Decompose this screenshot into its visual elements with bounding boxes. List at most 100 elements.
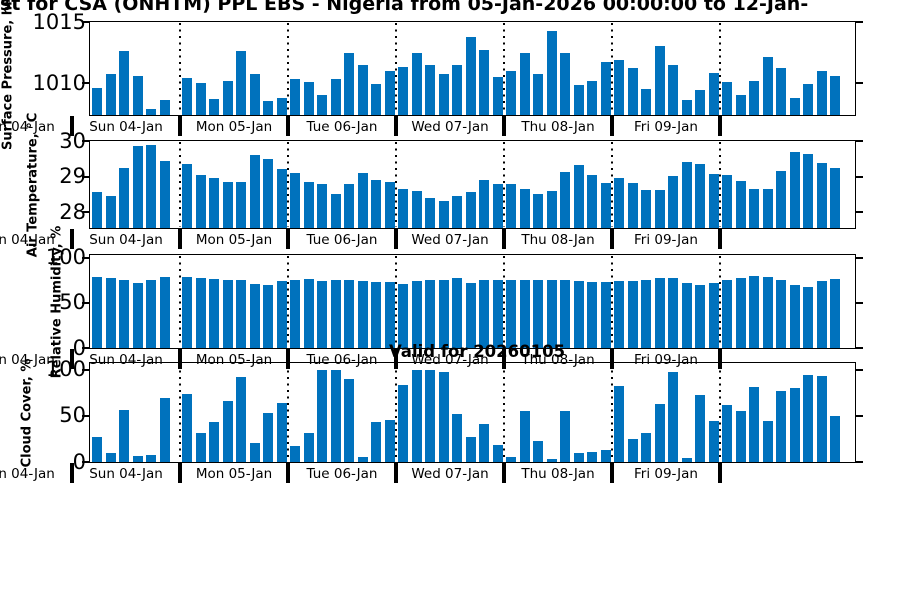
bar (654, 404, 665, 462)
day-gridline (503, 23, 505, 114)
y-tick-mark (82, 256, 90, 259)
y-tick-mark (82, 82, 90, 85)
y-tick-label: 1015 (32, 9, 86, 34)
day-gridline (287, 142, 289, 227)
bar (749, 275, 759, 348)
day-gridline (611, 364, 613, 461)
bar (263, 101, 273, 115)
x-tick-label: Tue 06-Jan (306, 119, 378, 135)
bar (236, 51, 246, 115)
bar (627, 281, 638, 348)
day-gridline (395, 364, 397, 461)
bar (209, 278, 219, 348)
bar (105, 196, 116, 228)
x-tick-label: Thu 08-Jan (521, 466, 595, 482)
bar (587, 175, 597, 228)
x-tick-label: Sun 04-Jan (0, 352, 55, 368)
bar (425, 280, 435, 348)
y-tick-mark (855, 347, 863, 349)
bar (600, 62, 611, 115)
bar (411, 281, 422, 348)
x-tick-label: Mon 05-Jan (195, 232, 273, 248)
bar (452, 414, 462, 462)
day-gridline (287, 256, 289, 347)
bar (492, 183, 503, 228)
bar (344, 379, 354, 462)
bar (398, 188, 408, 228)
bar (146, 144, 156, 228)
y-tick-mark (855, 461, 863, 463)
bar (465, 36, 476, 115)
y-tick-label: 100 (45, 357, 86, 382)
bar (92, 87, 102, 115)
bar (290, 279, 300, 348)
bar (587, 451, 597, 462)
bar (317, 281, 327, 348)
bar (641, 89, 651, 115)
bar (452, 64, 462, 115)
x-tick-label: Sun 04-Jan (89, 466, 163, 482)
x-tick-label: Sun 04-Jan (0, 119, 55, 135)
bar (465, 437, 476, 462)
bar (681, 283, 692, 348)
bar (317, 183, 327, 228)
bar (371, 180, 381, 228)
y-tick-mark (855, 140, 863, 142)
bar (762, 188, 773, 228)
plot-area (88, 139, 856, 229)
x-tick-label: Tue 06-Jan (306, 232, 378, 248)
bar (222, 279, 233, 348)
bar (560, 172, 570, 228)
bar (438, 279, 449, 348)
day-gridline (611, 142, 613, 227)
bar (357, 457, 368, 462)
bar (479, 50, 489, 115)
x-tick-label: Tue 06-Jan (306, 466, 378, 482)
bar (695, 164, 705, 228)
y-tick-mark (855, 21, 863, 23)
bar (492, 279, 503, 348)
x-tick-label: Wed 07-Jan (411, 232, 489, 248)
bar (195, 83, 206, 115)
bar (195, 174, 206, 228)
y-tick-mark (855, 256, 863, 259)
y-tick-mark (855, 175, 863, 178)
bar (398, 284, 408, 348)
bar (533, 279, 543, 348)
x-tick-mark (177, 349, 183, 369)
x-tick-mark (501, 116, 507, 136)
bar (506, 70, 516, 115)
x-tick-mark (393, 349, 399, 369)
x-tick-mark (69, 116, 75, 136)
x-tick-mark (609, 349, 615, 369)
bar (119, 280, 129, 348)
bar (119, 167, 129, 228)
bar (681, 161, 692, 228)
bar (182, 393, 192, 462)
bar (506, 279, 516, 348)
day-gridline (179, 142, 181, 227)
y-tick-mark (855, 414, 863, 417)
day-gridline (611, 256, 613, 347)
x-tick-mark (609, 116, 615, 136)
x-tick-label: Wed 07-Jan (411, 119, 489, 135)
day-gridline (503, 142, 505, 227)
y-tick-mark (855, 82, 863, 85)
bar (290, 446, 300, 462)
bar (357, 172, 368, 228)
day-gridline (395, 142, 397, 227)
y-axis-label: Cloud Cover, % (19, 358, 35, 467)
day-gridline (719, 23, 721, 114)
bar (654, 277, 665, 348)
y-tick-mark (855, 301, 863, 304)
x-tick-label: Thu 08-Jan (521, 352, 595, 368)
y-tick-label: 0 (72, 449, 86, 474)
bar (722, 175, 732, 228)
bar (803, 154, 813, 228)
bar (519, 411, 530, 462)
bar (816, 163, 827, 228)
day-gridline (719, 364, 721, 461)
x-tick-mark (609, 463, 615, 483)
y-tick-label: 50 (59, 290, 86, 315)
bar (105, 277, 116, 348)
